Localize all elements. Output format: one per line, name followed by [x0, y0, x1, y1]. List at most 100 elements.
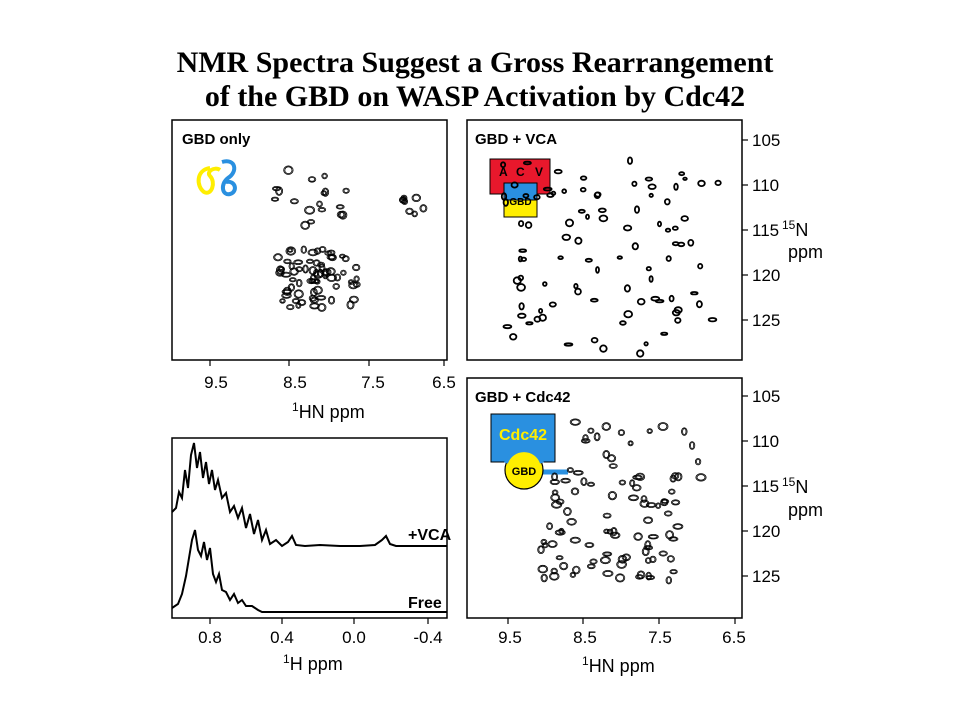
nmr-peak — [633, 485, 641, 491]
nmr-peak — [538, 546, 544, 554]
nmr-peak — [623, 310, 633, 319]
cdc42-bound-gbd-glyph: Cdc42 GBD — [490, 413, 568, 490]
nmr-peak — [274, 254, 282, 261]
peaks-gbd-cdc42 — [537, 418, 707, 585]
nmr-peak — [305, 206, 314, 214]
nmr-peak — [603, 450, 609, 459]
nmr-peak — [636, 575, 643, 579]
nmr-peak — [552, 490, 558, 495]
tick-label-h: 0.4 — [270, 628, 294, 647]
nmr-peak — [537, 545, 545, 554]
nmr-peak — [271, 197, 278, 201]
nmr-peak — [350, 296, 358, 303]
nmr-peak — [696, 474, 706, 481]
nmr-peak — [510, 181, 519, 189]
tick-label-n15: 125 — [752, 311, 780, 330]
nmr-peak — [288, 277, 297, 283]
tick-label-h: -0.4 — [413, 628, 442, 647]
nmr-peak — [646, 572, 651, 580]
nmr-peak — [301, 246, 306, 253]
nmr-peak — [354, 276, 359, 282]
nmr-peak — [607, 529, 613, 534]
nmr-peak — [664, 227, 672, 233]
nmr-peak — [590, 337, 599, 344]
nmr-peak — [317, 303, 327, 312]
nmr-peak — [678, 171, 686, 177]
nmr-peak — [334, 274, 340, 281]
peaks-gbd-only — [270, 165, 428, 312]
nmr-peak — [547, 523, 552, 530]
tick-label-hn: 7.5 — [361, 373, 385, 392]
nmr-peak — [666, 531, 673, 539]
unstructured-gbd-glyph — [196, 159, 237, 197]
nmr-peak — [287, 247, 294, 253]
nmr-peak — [551, 494, 559, 501]
nmr-peak — [293, 289, 304, 299]
vca-bound-gbd-glyph: A C V GBD — [489, 158, 551, 218]
nmr-peak — [607, 490, 618, 501]
nmr-peak — [580, 477, 588, 487]
nmr-peak — [273, 186, 280, 191]
nmr-peak — [318, 303, 326, 311]
nmr-peak — [588, 428, 594, 433]
nmr-peak — [669, 474, 677, 483]
nmr-peak — [283, 258, 292, 265]
nmr-peak — [627, 156, 634, 165]
nmr-peak — [306, 219, 316, 225]
tick-label-hn: 8.5 — [573, 628, 597, 647]
nmr-peak — [647, 429, 652, 434]
nmr-peak — [671, 225, 679, 231]
nmr-peak — [326, 254, 337, 261]
peaks-gbd-vca — [500, 156, 722, 358]
nmr-peak — [681, 427, 688, 436]
nmr-peak — [500, 161, 507, 169]
panel-gbd-vca: GBD + VCA A C V GBD 105 110 115 120 125 … — [466, 119, 823, 361]
nmr-peak — [342, 256, 349, 262]
nmr-peak — [320, 190, 327, 196]
nmr-peak — [690, 442, 695, 449]
tick-label-hn: 6.5 — [432, 373, 456, 392]
nmr-peak — [560, 562, 568, 570]
nmr-peak — [602, 512, 612, 519]
nmr-peak — [296, 267, 302, 272]
nmr-peak — [583, 435, 588, 441]
nmr-peak — [317, 201, 322, 207]
nmr-peak — [559, 561, 569, 571]
axis-label-n15: 15N — [782, 475, 808, 497]
nmr-peak — [275, 268, 285, 277]
nmr-peak — [307, 259, 313, 264]
nmr-peak — [307, 176, 317, 183]
nmr-peak — [668, 488, 676, 495]
glyph-letter-a: A — [499, 165, 508, 179]
nmr-peak — [672, 523, 684, 530]
nmr-peak — [340, 269, 347, 276]
nmr-peak — [400, 194, 408, 202]
nmr-peak — [633, 532, 643, 541]
nmr-peak — [586, 563, 596, 570]
nmr-peak — [300, 245, 307, 254]
nmr-peak — [313, 286, 322, 294]
nmr-peak — [288, 262, 295, 271]
nmr-peak — [608, 455, 615, 462]
nmr-peak — [308, 249, 318, 256]
nmr-peak — [636, 298, 646, 306]
panel-gbd-only-frame — [171, 119, 448, 361]
nmr-peak — [301, 221, 310, 229]
nmr-peak — [300, 220, 311, 230]
nmr-peak — [690, 291, 699, 296]
nmr-peak — [595, 266, 600, 274]
nmr-peak — [412, 211, 417, 217]
nmr-peak — [643, 516, 654, 524]
nmr-peak — [657, 220, 663, 228]
nmr-peak — [581, 478, 587, 486]
nmr-peak — [276, 265, 285, 275]
nmr-peak — [584, 257, 593, 263]
nmr-peak — [584, 542, 595, 548]
nmr-peak — [549, 478, 560, 485]
trace-label-free: Free — [408, 595, 442, 612]
nmr-peak — [645, 502, 657, 508]
nmr-peak — [314, 271, 323, 278]
nmr-peak — [687, 239, 695, 247]
nmr-peak — [631, 484, 642, 492]
